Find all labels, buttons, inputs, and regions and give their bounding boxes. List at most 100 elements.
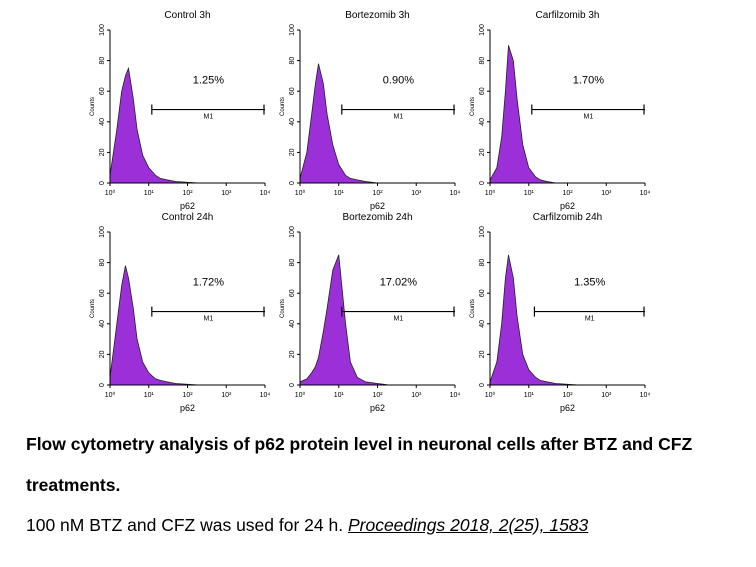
x-tick-label: 10¹ [144,190,155,197]
panel-title: Control 24h [162,212,214,223]
x-tick-label: 10³ [411,392,422,399]
y-tick-label: 20 [99,148,106,156]
x-tick-label: 10³ [601,190,612,197]
y-axis-label: Counts [470,299,476,318]
y-tick-label: 80 [99,57,106,65]
x-axis-label: p62 [560,201,575,211]
gate-label: M1 [204,114,214,121]
x-tick-label: 10⁰ [105,391,116,399]
x-tick-label: 10² [372,392,383,399]
y-tick-label: 80 [99,259,106,267]
x-axis-label: p62 [180,201,195,211]
y-tick-label: 40 [99,118,106,126]
y-tick-label: 100 [99,226,106,238]
gate-percent: 0.90% [383,75,414,87]
gate-percent: 1.25% [193,75,224,87]
panel-title: Control 3h [164,10,210,21]
y-tick-label: 80 [289,57,296,65]
x-tick-label: 10² [372,190,383,197]
y-axis-label: Counts [280,299,286,318]
y-tick-label: 0 [479,383,486,387]
y-tick-label: 40 [99,320,106,328]
y-tick-label: 20 [479,148,486,156]
x-tick-label: 10¹ [524,190,535,197]
y-tick-label: 60 [479,289,486,297]
x-tick-label: 10⁴ [640,392,651,399]
x-tick-label: 10¹ [524,392,535,399]
y-tick-label: 20 [289,350,296,358]
gate-label: M1 [584,114,594,121]
x-tick-label: 10² [182,190,193,197]
histogram-area [109,66,227,184]
y-tick-label: 60 [289,289,296,297]
x-tick-label: 10⁴ [260,190,271,197]
gate-percent: 1.35% [574,277,605,289]
x-axis-label: p62 [370,403,385,413]
x-axis-label: p62 [180,403,195,413]
y-tick-label: 60 [99,289,106,297]
histogram-panel: Carfilzomib 3h 0 20 40 60 80 100 10⁰ 10¹ 10² 10³ 10… [470,10,650,211]
x-tick-label: 10³ [601,392,612,399]
y-tick-label: 0 [289,383,296,387]
x-tick-label: 10¹ [334,190,345,197]
x-tick-label: 10⁰ [105,189,116,197]
histogram-panel: Control 3h 0 20 40 60 80 100 10⁰ 10¹ 10² 10³ 10⁴ p62… [90,10,270,211]
x-tick-label: 10¹ [334,392,345,399]
x-tick-label: 10² [562,392,573,399]
x-tick-label: 10⁴ [640,190,651,197]
y-tick-label: 100 [289,226,296,238]
gate-percent: 1.72% [193,277,224,289]
citation-link[interactable]: Proceedings 2018, 2(25), 1583 [347,515,589,535]
y-axis-label: Counts [280,97,286,116]
y-axis-label: Counts [90,299,96,318]
y-axis-label: Counts [470,97,476,116]
y-tick-label: 20 [99,350,106,358]
x-tick-label: 10⁰ [295,391,306,399]
gate-label: M1 [394,316,404,323]
histogram-panel: Control 24h 0 20 40 60 80 100 10⁰ 10¹ 10² 10³ 10⁴ p6… [90,212,270,413]
histogram-area [489,254,607,386]
x-tick-label: 10⁴ [260,392,271,399]
y-tick-label: 40 [479,118,486,126]
gate-label: M1 [585,316,595,323]
panel-title: Carfilzomib 24h [533,212,602,223]
y-tick-label: 20 [289,148,296,156]
histogram-area [109,265,227,386]
figure: Control 3h 0 20 40 60 80 100 10⁰ 10¹ 10² 10³ 10⁴ p62… [90,10,650,413]
caption-note: 100 nM BTZ and CFZ was used for 24 h. [26,515,344,535]
gate-label: M1 [204,316,214,323]
x-tick-label: 10³ [221,190,232,197]
caption: Flow cytometry analysis of p62 protein l… [26,424,746,544]
x-tick-label: 10² [182,392,193,399]
panel-title: Bortezomib 3h [345,10,409,21]
panel-title: Carfilzomib 3h [536,10,600,21]
y-tick-label: 100 [479,24,486,36]
gate-percent: 17.02% [380,277,418,289]
x-tick-label: 10⁴ [450,190,461,197]
x-tick-label: 10⁴ [450,392,461,399]
x-axis-label: p62 [370,201,385,211]
x-tick-label: 10² [562,190,573,197]
y-tick-label: 100 [479,226,486,238]
y-tick-label: 0 [289,181,296,185]
x-tick-label: 10⁰ [485,391,496,399]
histogram-panel: Bortezomib 24h 0 20 40 60 80 100 10⁰ 10¹ 10² 10³ 10… [280,212,460,413]
gate-label: M1 [394,114,404,121]
y-tick-label: 80 [479,259,486,267]
gate-percent: 1.70% [573,75,604,87]
y-tick-label: 100 [289,24,296,36]
histogram-panel: Carfilzomib 24h 0 20 40 60 80 100 10⁰ 10¹ 10² 10³ 1… [470,212,650,413]
x-tick-label: 10⁰ [295,189,306,197]
caption-heading: Flow cytometry analysis of p62 protein l… [26,434,693,495]
histogram-panel: Bortezomib 3h 0 20 40 60 80 100 10⁰ 10¹ 10² 10³ 10⁴… [280,10,460,211]
y-tick-label: 0 [99,181,106,185]
y-tick-label: 80 [479,57,486,65]
y-tick-label: 100 [99,24,106,36]
y-tick-label: 60 [479,87,486,95]
caption-note-line: 100 nM BTZ and CFZ was used for 24 h. Pr… [26,506,746,544]
y-tick-label: 0 [99,383,106,387]
panel-title: Bortezomib 24h [342,212,412,223]
x-tick-label: 10³ [411,190,422,197]
x-tick-label: 10¹ [144,392,155,399]
